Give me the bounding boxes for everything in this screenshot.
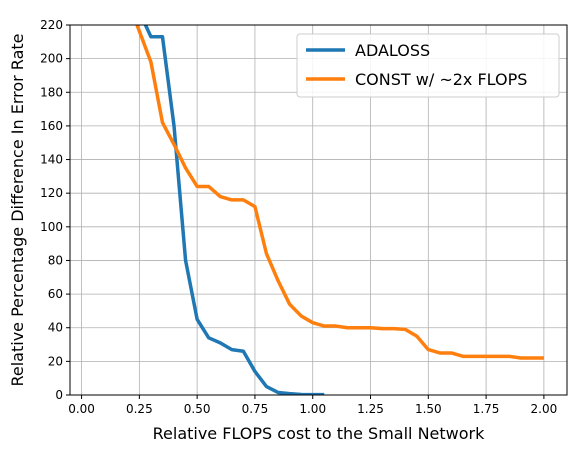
y-tick-label: 200	[40, 52, 63, 66]
y-tick-label: 60	[48, 287, 63, 301]
y-tick-label: 220	[40, 18, 63, 32]
x-tick-label: 0.50	[184, 402, 211, 416]
y-tick-label: 160	[40, 119, 63, 133]
x-axis: 0.00 0.25 0.50 0.75 1.00 1.25 1.50 1.75 2.00	[68, 395, 557, 416]
y-tick-label: 20	[48, 354, 63, 368]
y-axis-label: Relative Percentage Difference In Error …	[8, 34, 27, 387]
x-tick-label: 1.50	[415, 402, 442, 416]
series-layer	[135, 25, 544, 395]
x-tick-label: 0.75	[242, 402, 269, 416]
y-tick-label: 40	[48, 321, 63, 335]
x-tick-label: 1.75	[473, 402, 500, 416]
y-tick-label: 140	[40, 153, 63, 167]
y-axis: 0 20 40 60 80 100 120 140 160 180 200 220	[40, 18, 70, 402]
x-tick-label: 1.00	[299, 402, 326, 416]
x-tick-label: 1.25	[357, 402, 384, 416]
y-tick-label: 0	[55, 388, 63, 402]
y-tick-label: 120	[40, 186, 63, 200]
legend-box	[296, 33, 560, 98]
legend-label: CONST w/ ~2x FLOPS	[355, 70, 527, 89]
legend-label: ADALOSS	[355, 41, 430, 60]
series-line-adaloss	[143, 25, 325, 395]
plot-frame	[69, 24, 568, 396]
y-tick-label: 100	[40, 220, 63, 234]
y-tick-label: 80	[48, 253, 63, 267]
x-axis-label: Relative FLOPS cost to the Small Network	[153, 424, 485, 443]
x-tick-label: 2.00	[531, 402, 558, 416]
x-tick-label: 0.00	[68, 402, 95, 416]
y-tick-label: 180	[40, 85, 63, 99]
series-line-const	[135, 25, 544, 360]
legend: ADALOSS CONST w/ ~2x FLOPS	[296, 33, 560, 98]
x-tick-label: 0.25	[126, 402, 153, 416]
